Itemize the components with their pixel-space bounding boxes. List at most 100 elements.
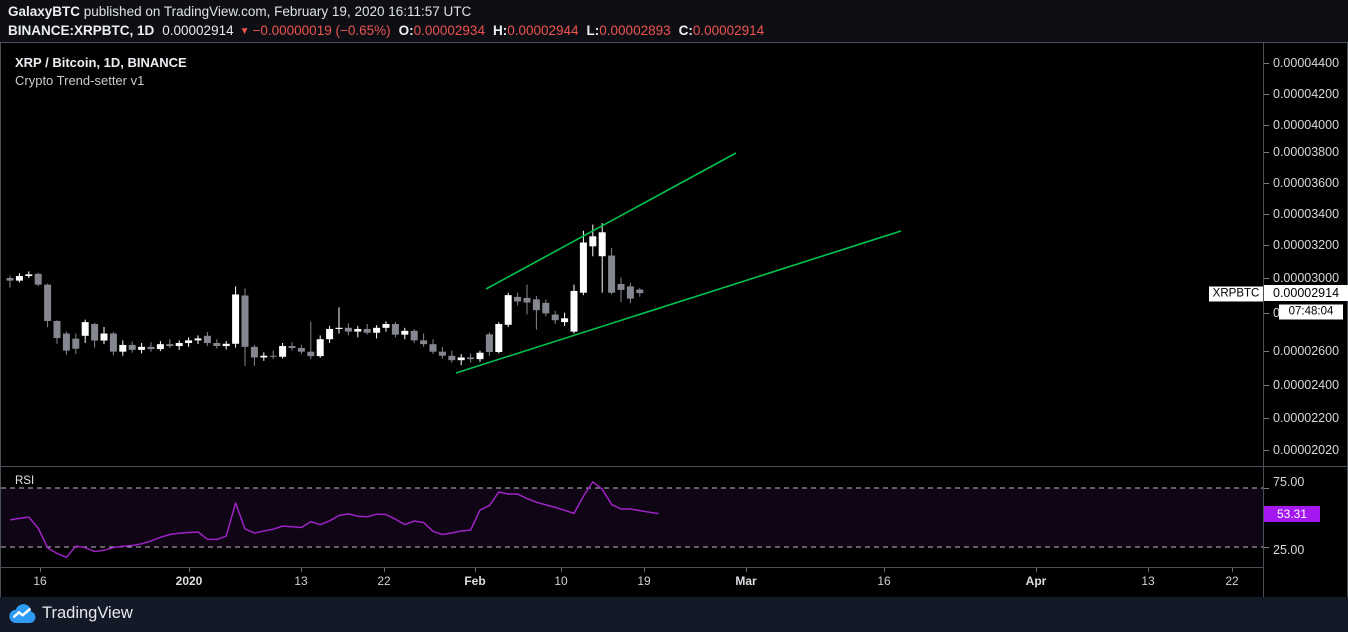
candle-body [551, 314, 559, 321]
candle [100, 327, 108, 345]
price-tick-mark [1264, 94, 1269, 95]
close-value: 0.00002914 [692, 23, 765, 38]
high-value: 0.00002944 [507, 23, 579, 38]
candle [260, 352, 268, 361]
candle [15, 273, 23, 283]
candle-body [476, 352, 484, 360]
trendline[interactable] [485, 152, 737, 290]
price-tick-label: 0.00003600 [1273, 176, 1340, 190]
candle-body [147, 346, 155, 350]
candle-body [307, 351, 315, 357]
candle [551, 310, 559, 325]
candle [495, 322, 503, 354]
candle-body [504, 295, 512, 325]
candle [354, 325, 362, 338]
candle [91, 322, 99, 348]
candle-body [335, 327, 343, 329]
rsi-tick-mark [1264, 488, 1269, 489]
tradingview-cloud-icon [9, 604, 36, 624]
chart-area: XRP / Bitcoin, 1D, BINANCE Crypto Trend-… [0, 42, 1348, 597]
time-scale[interactable]: 16 2020 13 22 Feb 10 19 Mar 16 Apr 13 22 [1, 567, 1263, 597]
candle [579, 230, 587, 296]
candle [608, 247, 616, 295]
symbol-info-line: BINANCE:XRPBTC, 1D 0.00002914 ▼ −0.00000019… [8, 23, 764, 38]
candle-body [213, 343, 221, 347]
price-pane[interactable]: XRP / Bitcoin, 1D, BINANCE Crypto Trend-… [1, 44, 1263, 466]
candle [279, 343, 287, 359]
candle-body [128, 344, 136, 350]
time-tick-mark [384, 568, 385, 572]
rsi-tick-mark [1264, 547, 1269, 548]
candle-body [81, 322, 89, 336]
current-price-label: 0.00002914 [1264, 285, 1348, 302]
price-tick-label: 0.00003200 [1273, 238, 1340, 252]
rsi-chart[interactable] [1, 467, 1263, 566]
snapshot-header: GalaxyBTC published on TradingView.com, … [0, 0, 1348, 42]
candle [382, 321, 390, 332]
time-tick-label: 19 [637, 574, 651, 588]
candle-body [279, 346, 287, 357]
candle-body [185, 340, 193, 344]
candle-body [467, 357, 475, 360]
candle [34, 272, 42, 287]
candle [561, 312, 569, 326]
time-tick-label: Mar [735, 574, 757, 588]
rsi-pane[interactable]: RSI [1, 467, 1263, 566]
candle-body [373, 327, 381, 333]
rsi-line [9, 481, 659, 559]
candle [476, 350, 484, 362]
candle-body [410, 330, 418, 341]
candle-body [448, 355, 456, 361]
candle [457, 354, 465, 366]
candle-body [34, 273, 42, 285]
candle-body [457, 357, 465, 361]
price-scale[interactable]: 0.00004400 0.00004200 0.00004000 0.00003800… [1263, 43, 1348, 597]
candle-body [175, 343, 183, 347]
trendline[interactable] [455, 230, 902, 374]
tradingview-logo-text: TradingView [42, 604, 133, 622]
time-tick-label: 22 [1225, 574, 1239, 588]
time-tick-mark [644, 568, 645, 572]
candle [288, 342, 296, 351]
time-tick-label: 13 [1141, 574, 1155, 588]
time-tick-label: 2020 [175, 574, 203, 588]
price-tick-label: 0.00004000 [1273, 118, 1340, 132]
chart-title: XRP / Bitcoin, 1D, BINANCE [15, 55, 187, 70]
candle [53, 320, 61, 344]
candle [147, 342, 155, 352]
price-tick-label: 0.00002600 [1273, 344, 1340, 358]
down-triangle-icon: ▼ [239, 26, 250, 37]
candle [62, 331, 70, 355]
candlestick-chart[interactable] [1, 44, 1263, 466]
price-tick-mark [1264, 418, 1269, 419]
candle [542, 299, 550, 317]
price-tick-label: 0.00003400 [1273, 207, 1340, 221]
candle [373, 325, 381, 339]
time-tick-mark [189, 568, 190, 572]
candle [617, 277, 625, 303]
price-tick-label: 0.00003800 [1273, 145, 1340, 159]
candle [250, 344, 258, 366]
symbol-price-flag: XRPBTC [1209, 286, 1263, 302]
candle-body [391, 324, 399, 335]
time-tick-mark [1036, 568, 1037, 572]
candle-body [91, 324, 99, 341]
time-tick-mark [1148, 568, 1149, 572]
candle-body [561, 318, 569, 323]
candle-body [203, 335, 211, 344]
candle [363, 324, 371, 335]
time-tick-label: 22 [377, 574, 391, 588]
price-tick-mark [1264, 351, 1269, 352]
pane-divider[interactable] [1, 466, 1348, 467]
candle [570, 284, 578, 334]
candle [25, 271, 33, 278]
time-tick-label: Feb [464, 574, 486, 588]
candle [72, 333, 80, 355]
candle [326, 325, 334, 344]
candle-body [354, 328, 362, 332]
tradingview-footer[interactable]: TradingView [0, 597, 1348, 632]
candle [598, 222, 606, 293]
price-tick-mark [1264, 152, 1269, 153]
low-value: 0.00002893 [599, 23, 671, 38]
